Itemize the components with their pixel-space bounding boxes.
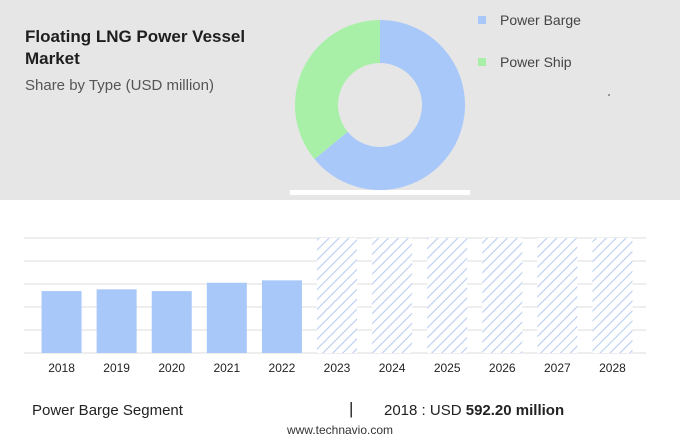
segment-colon: : [421, 402, 426, 419]
legend-label-power-ship: Power Ship [500, 54, 572, 70]
donut-slice-power-ship [295, 20, 380, 160]
x-tick-label-2028: 2028 [599, 361, 626, 375]
footer-separator: | [349, 399, 354, 418]
bar-2021 [206, 282, 247, 353]
segment-year: 2018 [384, 402, 418, 419]
forecast-bar-2026 [482, 238, 523, 353]
forecast-bar-2028 [592, 238, 633, 353]
segment-value: 2018 : USD 592.20 million [384, 402, 564, 419]
x-tick-label-2025: 2025 [434, 361, 461, 375]
donut-chart [290, 20, 470, 195]
chart-title: Floating LNG Power Vessel Market [25, 27, 246, 68]
x-tick-label-2023: 2023 [324, 361, 351, 375]
donut-slice-power-barge [314, 20, 465, 191]
x-tick-label-2018: 2018 [48, 361, 75, 375]
bar-chart: 2018 2019 2020 2021 2022 2023 2024 2025 2026 2027… [24, 237, 646, 375]
x-tick-label-2024: 2024 [379, 361, 406, 375]
source-url: www.technavio.com [286, 423, 394, 437]
x-tick-label-2026: 2026 [489, 361, 516, 375]
forecast-bar-2024 [372, 238, 413, 353]
chart-subtitle: Share by Type (USD million) [25, 77, 214, 94]
segment-amount: 592.20 million [465, 402, 565, 419]
x-tick-label-2027: 2027 [544, 361, 571, 375]
bar-2022 [261, 280, 302, 353]
decorative-dot [608, 94, 610, 96]
segment-currency: USD [429, 402, 462, 419]
x-tick-label-2022: 2022 [269, 361, 296, 375]
bar-2019 [96, 289, 137, 353]
legend-label-power-barge: Power Barge [500, 12, 581, 28]
x-tick-label-2021: 2021 [213, 361, 240, 375]
segment-label: Power Barge Segment [32, 402, 183, 419]
legend-swatch-power-ship [478, 58, 486, 66]
bar-2020 [151, 291, 192, 353]
forecast-bar-2023 [317, 238, 357, 353]
forecast-bar-2027 [537, 238, 578, 353]
forecast-bar-2025 [427, 238, 468, 353]
donut-mask [290, 190, 470, 195]
legend-swatch-power-barge [478, 16, 486, 24]
x-tick-label-2020: 2020 [158, 361, 185, 375]
x-tick-label-2019: 2019 [103, 361, 130, 375]
bar-2018 [41, 291, 82, 353]
